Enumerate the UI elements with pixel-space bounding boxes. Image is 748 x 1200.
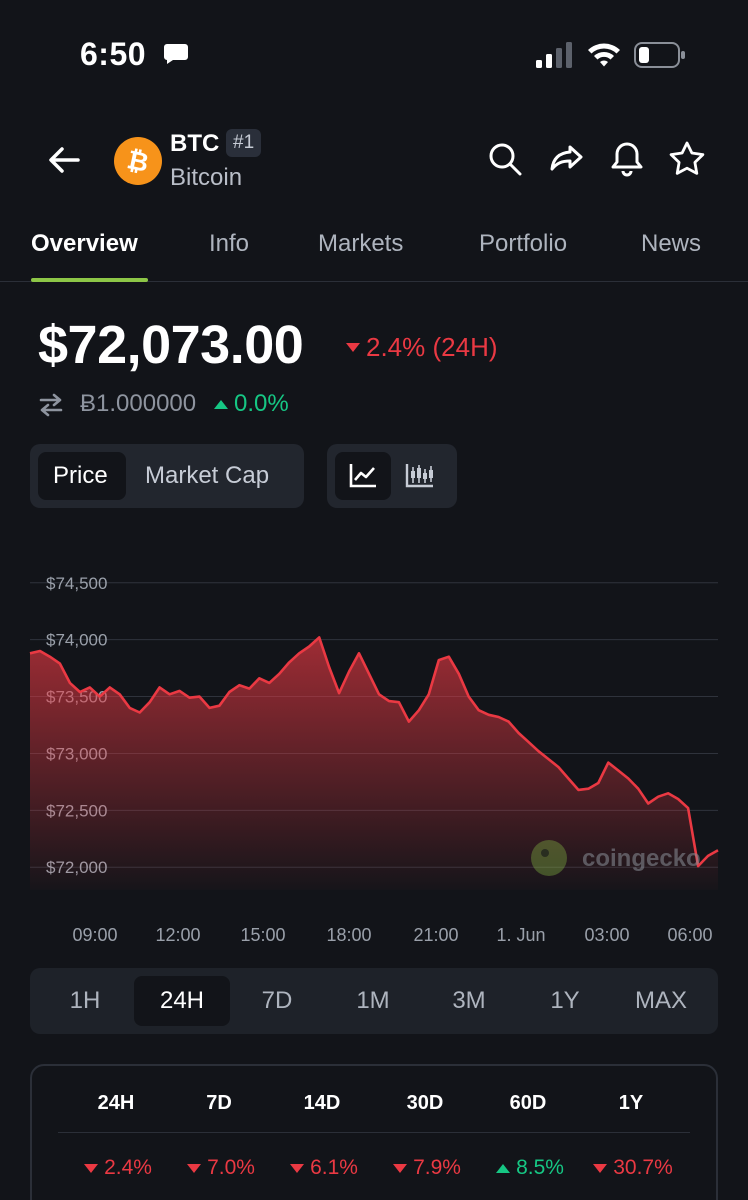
up-triangle-icon <box>214 399 228 409</box>
status-bar: 6:50 <box>0 0 748 110</box>
time-range-selector: 1H 24H 7D 1M 3M 1Y MAX <box>30 968 718 1034</box>
perf-period: 1Y <box>618 1092 644 1114</box>
battery-icon <box>634 42 685 68</box>
tab-news[interactable]: News <box>641 230 702 257</box>
rank-badge: #1 <box>226 129 262 157</box>
search-icon[interactable] <box>486 140 524 178</box>
tab-markets[interactable]: Markets <box>318 230 404 257</box>
perf-period: 60D <box>509 1092 547 1114</box>
range-3m-button[interactable]: 3M <box>452 987 486 1014</box>
x-tick-label: 12:00 <box>155 925 200 945</box>
down-triangle-icon <box>393 1163 408 1173</box>
price-chart[interactable]: $74,500$74,000$73,500$73,000$72,500$72,0… <box>0 560 748 960</box>
price-change-24h: 2.4% (24H) <box>346 332 498 363</box>
x-tick-label: 15:00 <box>240 925 285 945</box>
perf-period: 30D <box>406 1092 444 1114</box>
divider <box>58 1132 690 1133</box>
share-icon[interactable] <box>548 140 586 178</box>
coin-name: Bitcoin <box>170 164 243 191</box>
active-segment-bg <box>38 452 126 500</box>
perf-change: 30.7% <box>578 1156 688 1180</box>
perf-value: 30.7% <box>613 1156 673 1179</box>
perf-value: 7.0% <box>207 1156 255 1179</box>
chart-style-toggle <box>327 444 457 508</box>
down-triangle-icon <box>84 1163 99 1173</box>
tab-portfolio[interactable]: Portfolio <box>479 230 568 257</box>
x-tick-label: 03:00 <box>584 925 629 945</box>
x-tick-label: 09:00 <box>72 925 117 945</box>
x-tick-label: 21:00 <box>413 925 458 945</box>
down-triangle-icon <box>290 1163 305 1173</box>
price-btc-change: 0.0% <box>214 390 289 418</box>
wifi-icon <box>588 43 620 67</box>
perf-period: 14D <box>303 1092 341 1114</box>
x-tick-label: 06:00 <box>667 925 712 945</box>
price-change-24h-value: 2.4% (24H) <box>366 332 498 362</box>
price-line <box>29 636 719 868</box>
range-24h-button[interactable]: 24H <box>134 976 230 1026</box>
tab-info[interactable]: Info <box>209 230 250 257</box>
price-btc-change-value: 0.0% <box>234 390 289 417</box>
status-time: 6:50 <box>80 36 147 72</box>
range-1y-button[interactable]: 1Y <box>550 987 580 1014</box>
price-usd: $72,073.00 <box>38 315 304 375</box>
perf-value: 6.1% <box>310 1156 358 1179</box>
x-tick-label: 1. Jun <box>496 925 545 945</box>
active-tab-indicator <box>31 278 148 282</box>
tab-overview[interactable]: Overview <box>31 230 138 257</box>
down-triangle-icon <box>187 1163 202 1173</box>
price-toggle-button[interactable]: Price <box>53 462 108 489</box>
perf-period: 7D <box>206 1092 232 1114</box>
back-arrow-icon[interactable] <box>44 140 84 180</box>
bitcoin-logo-icon: ₿ <box>114 137 162 185</box>
bell-icon[interactable] <box>608 140 646 178</box>
down-triangle-icon <box>593 1163 608 1173</box>
perf-value: 2.4% <box>104 1156 152 1179</box>
perf-value: 8.5% <box>516 1156 564 1179</box>
perf-change: 7.9% <box>372 1156 482 1180</box>
market-cap-toggle-button[interactable]: Market Cap <box>145 462 270 489</box>
line-chart-icon[interactable] <box>348 462 378 490</box>
perf-change: 8.5% <box>475 1156 585 1180</box>
perf-period: 24H <box>97 1092 135 1114</box>
star-icon[interactable] <box>668 140 706 178</box>
coingecko-logo-eye <box>541 849 549 857</box>
down-triangle-icon <box>346 343 360 352</box>
range-1h-button[interactable]: 1H <box>69 987 101 1014</box>
coingecko-watermark: coingecko <box>582 845 701 872</box>
range-max-button[interactable]: MAX <box>634 987 687 1014</box>
x-tick-label: 18:00 <box>326 925 371 945</box>
candlestick-chart-icon[interactable] <box>405 462 435 490</box>
perf-value: 7.9% <box>413 1156 461 1179</box>
cellular-signal-icon <box>536 42 572 68</box>
perf-change: 2.4% <box>63 1156 173 1180</box>
perf-change: 6.1% <box>269 1156 379 1180</box>
y-tick-label: $74,500 <box>46 574 107 593</box>
y-tick-label: $74,000 <box>46 631 107 650</box>
up-triangle-icon <box>496 1163 511 1173</box>
range-7d-button[interactable]: 7D <box>261 987 293 1014</box>
coin-symbol: BTC <box>170 130 220 157</box>
range-1m-button[interactable]: 1M <box>356 987 390 1014</box>
perf-change: 7.0% <box>166 1156 276 1180</box>
coingecko-logo-icon <box>531 840 567 876</box>
tab-bar: Overview Info Markets Portfolio News <box>0 218 748 282</box>
performance-table: 24H 7D 14D 30D 60D 1Y 2.4% 7.0% 6.1% 7.9… <box>30 1064 718 1200</box>
swap-icon <box>39 393 63 417</box>
message-icon <box>164 44 188 64</box>
price-btc: Ƀ1.000000 <box>80 390 197 417</box>
chart-metric-toggle: Price Market Cap <box>30 444 304 508</box>
